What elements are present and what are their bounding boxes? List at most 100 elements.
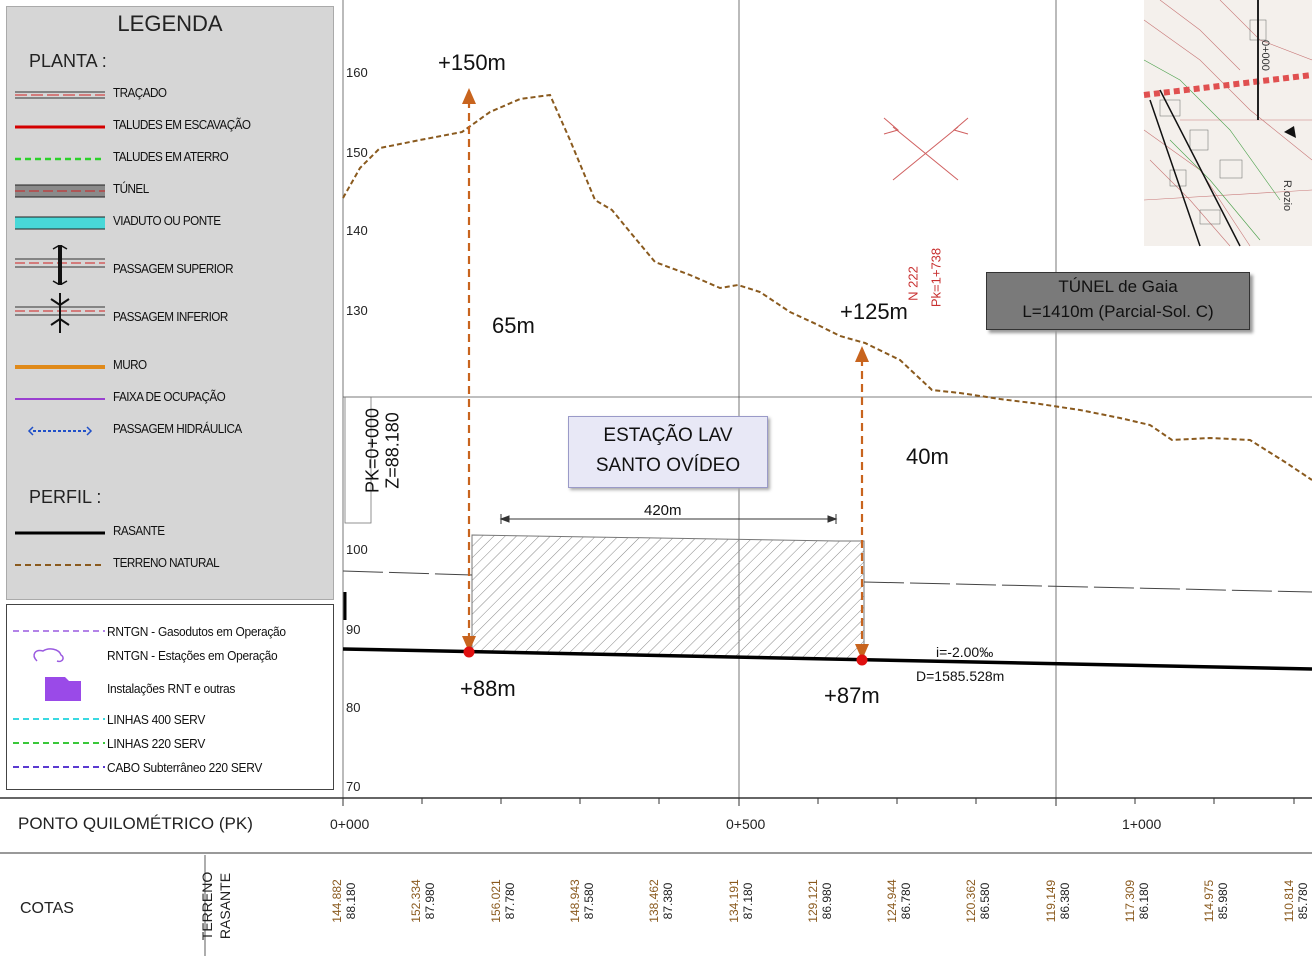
legend-item-faixa: FAIXA DE OCUPAÇÃO xyxy=(7,387,333,411)
pk-ticks xyxy=(342,798,1295,806)
legend-item-taludes-escavacao: TALUDES EM ESCAVAÇÃO xyxy=(7,115,333,139)
purple-line-icon xyxy=(15,398,105,400)
cotas-terreno-value: 144.882 xyxy=(330,879,344,923)
green-dashed-line-icon xyxy=(15,157,105,161)
station-outline-icon xyxy=(33,648,64,663)
arrow-head-left-top xyxy=(462,88,476,104)
cotas-rasante-value: 86.380 xyxy=(1057,882,1072,920)
legend-label: PASSAGEM INFERIOR xyxy=(113,309,228,324)
cotas-terreno-value: 138.462 xyxy=(647,879,662,923)
slope-label: i=-2.00‰ xyxy=(936,644,994,660)
y-tick: 130 xyxy=(346,303,368,318)
legend-item-tracado: TRAÇADO xyxy=(7,83,333,107)
legend-item-muro: MURO xyxy=(7,355,333,379)
cotas-rasante-value: 86.580 xyxy=(978,882,993,920)
y-tick: 90 xyxy=(346,622,361,637)
legend-label: TRAÇADO xyxy=(113,85,167,100)
depth-arrows xyxy=(467,100,864,650)
green-dashed-line-icon xyxy=(13,742,105,744)
existing-grade xyxy=(342,570,1312,593)
annotation-depth-left: 65m xyxy=(492,313,535,338)
legend-item-passagem-inferior: PASSAGEM INFERIOR xyxy=(7,293,333,333)
cotas-rasante-label: RASANTE xyxy=(217,872,233,940)
station-dimension xyxy=(499,514,838,524)
legend-item-viaduto: VIADUTO OU PONTE xyxy=(7,211,333,235)
perfil-heading: PERFIL : xyxy=(29,487,102,507)
legend-label: FAIXA DE OCUPAÇÃO xyxy=(113,389,226,404)
planta-heading: PLANTA : xyxy=(29,51,107,71)
station-line-1: ESTAÇÃO LAV xyxy=(603,425,733,446)
tracado-line-icon xyxy=(15,91,105,99)
legend-panel: LEGENDA PLANTA : TRAÇADO TALUDES EM ESCA… xyxy=(6,6,334,600)
cotas-rasante-value: 87.980 xyxy=(423,882,438,920)
legend2-label: RNTGN - Estações em Operação xyxy=(107,648,278,663)
cotas-terreno-value: 124.944 xyxy=(885,879,900,923)
violet-dashed-line-icon xyxy=(13,630,105,632)
annotation-bottom-left: +88m xyxy=(460,676,516,701)
legend2-label: Instalações RNT e outras xyxy=(107,681,236,696)
station-hatch xyxy=(471,534,865,660)
legend-label: PASSAGEM HIDRÁULICA xyxy=(113,421,242,436)
arrow-head-right-top xyxy=(855,346,869,362)
tunnel-line-2: L=1410m (Parcial-Sol. C) xyxy=(1022,302,1214,321)
pk-tick: 0+500 xyxy=(726,816,766,832)
purple-block-icon xyxy=(45,677,81,701)
indigo-dashed-line-icon xyxy=(13,766,105,768)
arrow-head-left-bottom xyxy=(462,636,476,652)
tunnel-band-icon xyxy=(15,184,105,198)
station-line-2: SANTO OVÍDEO xyxy=(595,455,741,476)
blue-culvert-icon xyxy=(27,426,93,436)
legend-label: TALUDES EM ESCAVAÇÃO xyxy=(113,117,251,132)
annotation-top-left: +150m xyxy=(438,50,506,75)
y-tick: 160 xyxy=(346,65,368,80)
cotas-terreno-value: 152.334 xyxy=(409,879,424,923)
legend2-item-linhas400: LINHAS 400 SERV xyxy=(7,709,333,729)
cotas-rasante-value: 88.180 xyxy=(344,882,358,920)
legend-label: TALUDES EM ATERRO xyxy=(113,149,229,164)
legend-label: TÚNEL xyxy=(113,181,149,196)
brown-dashed-line-icon xyxy=(15,564,105,566)
cotas-terreno-label: TERRENO xyxy=(199,871,215,941)
n222-label: N 222 xyxy=(905,266,921,301)
underpass-symbol-icon xyxy=(15,293,105,333)
y-tick: 70 xyxy=(346,779,361,794)
rasante-line xyxy=(342,647,1312,671)
legend2-label: LINHAS 220 SERV xyxy=(107,736,206,751)
minimap-pk-label: 0+000 xyxy=(1259,40,1271,71)
legend2-item-instalacoes: Instalações RNT e outras xyxy=(7,673,333,703)
legend-title: LEGENDA xyxy=(117,11,223,36)
cyan-band-icon xyxy=(15,216,105,230)
station-label-box: ESTAÇÃO LAV SANTO OVÍDEO xyxy=(568,416,768,488)
tunnel-label-box: TÚNEL de Gaia L=1410m (Parcial-Sol. C) xyxy=(986,272,1250,330)
legend2-label: CABO Subterrâneo 220 SERV xyxy=(107,760,263,775)
legend-label: TERRENO NATURAL xyxy=(113,555,220,570)
cotas-rasante-value: 86.180 xyxy=(1137,882,1151,920)
cotas-rasante-value: 85.780 xyxy=(1295,882,1310,920)
legend-item-rasante: RASANTE xyxy=(7,521,333,545)
legend2-item-estacoes: RNTGN - Estações em Operação xyxy=(7,645,333,665)
annotation-depth-right: 40m xyxy=(906,444,949,469)
pk-start-label: PK=0+000 xyxy=(362,407,383,494)
cyan-dashed-line-icon xyxy=(13,718,105,720)
cotas-terreno-value: 110.814 xyxy=(1281,879,1296,923)
grid-lines xyxy=(342,0,1312,800)
legend-item-terreno: TERRENO NATURAL xyxy=(7,553,333,577)
annotation-top-right: +125m xyxy=(840,299,908,324)
n222-overpass-icon xyxy=(883,117,969,181)
pk-tick: 0+000 xyxy=(330,816,370,832)
arrow-head-right-bottom xyxy=(855,644,869,660)
cotas-terreno-value: 114.975 xyxy=(1202,879,1217,923)
pk-start-box xyxy=(344,396,372,524)
legend2-label: LINHAS 400 SERV xyxy=(107,712,206,727)
y-tick: 100 xyxy=(346,542,368,557)
red-line-icon xyxy=(15,125,105,129)
cotas-rasante-value: 87.780 xyxy=(502,882,517,920)
cotas-terreno-value: 134.191 xyxy=(726,879,741,923)
cotas-label: COTAS xyxy=(20,900,74,917)
cotas-terreno-value: 117.309 xyxy=(1123,879,1137,923)
pk-row-label: PONTO QUILOMÉTRICO (PK) xyxy=(18,814,253,833)
orange-line-icon xyxy=(15,365,105,369)
legend-item-taludes-aterro: TALUDES EM ATERRO xyxy=(7,147,333,171)
